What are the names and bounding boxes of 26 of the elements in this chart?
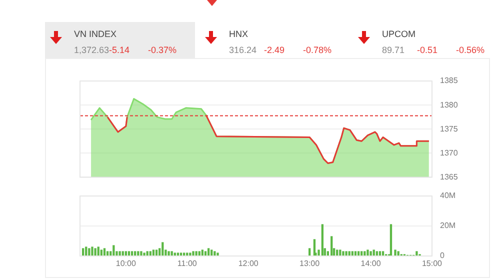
text: UPCOM: [382, 29, 416, 39]
y-tick-label: 1385: [440, 76, 458, 86]
y-tick-label: 1370: [440, 148, 458, 158]
y-tick-label: 1380: [440, 100, 458, 110]
x-tick-label: 15:00: [422, 259, 443, 268]
text: VN INDEX: [74, 29, 117, 39]
text: -5.14: [109, 45, 130, 55]
x-tick-label: 12:00: [238, 259, 259, 268]
x-tick-label: 10:00: [116, 259, 136, 268]
x-tick-label: 11:00: [177, 259, 198, 268]
x-tick-label: 13:00: [300, 259, 320, 268]
y-tick-label: 1375: [440, 124, 458, 134]
text: 89.71: [382, 45, 405, 55]
text: HNX: [229, 29, 248, 39]
text: 316.24: [229, 45, 257, 55]
text: -0.51: [417, 45, 438, 55]
text: -0.56%: [456, 45, 485, 55]
text: -0.78%: [303, 45, 332, 55]
text: -2.49: [264, 45, 285, 55]
y-tick-label: 40M: [440, 191, 456, 200]
y-tick-label: 0: [440, 251, 445, 260]
x-tick-label: 14:00: [360, 259, 382, 268]
text: -0.37%: [148, 45, 177, 55]
y-tick-label: 1365: [440, 172, 458, 182]
y-tick-label: 20M: [440, 221, 456, 230]
text: 1,372.63: [74, 45, 110, 55]
